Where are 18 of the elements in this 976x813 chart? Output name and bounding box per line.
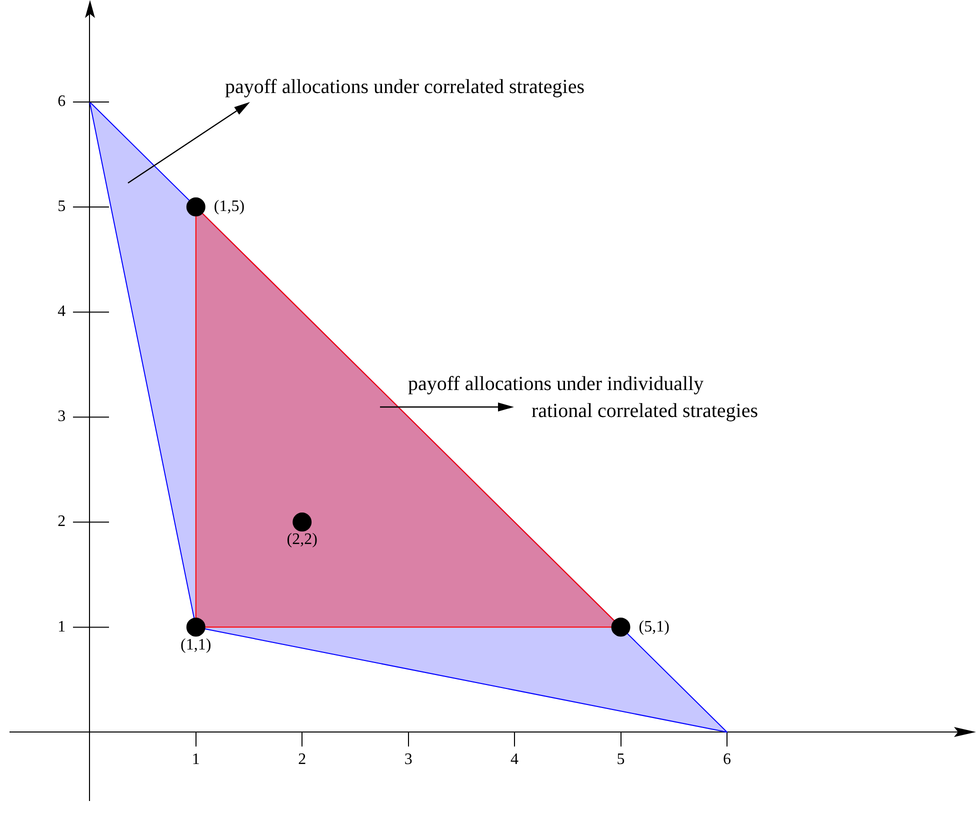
annotation: payoff allocations under individually rational correlated strategies: [408, 372, 758, 424]
x-tick-label: 2: [298, 750, 306, 768]
y-tick-label: 5: [58, 198, 90, 216]
annotation: payoff allocations under correlated strategies: [225, 75, 584, 100]
y-tick-label: 1: [58, 618, 90, 636]
annotation: (2,2): [286, 531, 318, 548]
annotation: (1,1): [180, 636, 212, 654]
y-tick-label: 3: [58, 408, 90, 426]
y-tick-label: 4: [58, 303, 90, 320]
y-tick-label: 6: [58, 93, 90, 110]
x-tick-label: 3: [404, 750, 412, 768]
annotation: (1,5): [214, 198, 245, 216]
annotation: (5,1): [638, 618, 670, 636]
x-tick-label: 1: [192, 750, 200, 768]
x-tick-label: 4: [510, 750, 519, 768]
x-tick-label: 5: [616, 750, 625, 768]
x-tick-label: 6: [723, 750, 731, 768]
y-tick-label: 2: [58, 513, 90, 530]
